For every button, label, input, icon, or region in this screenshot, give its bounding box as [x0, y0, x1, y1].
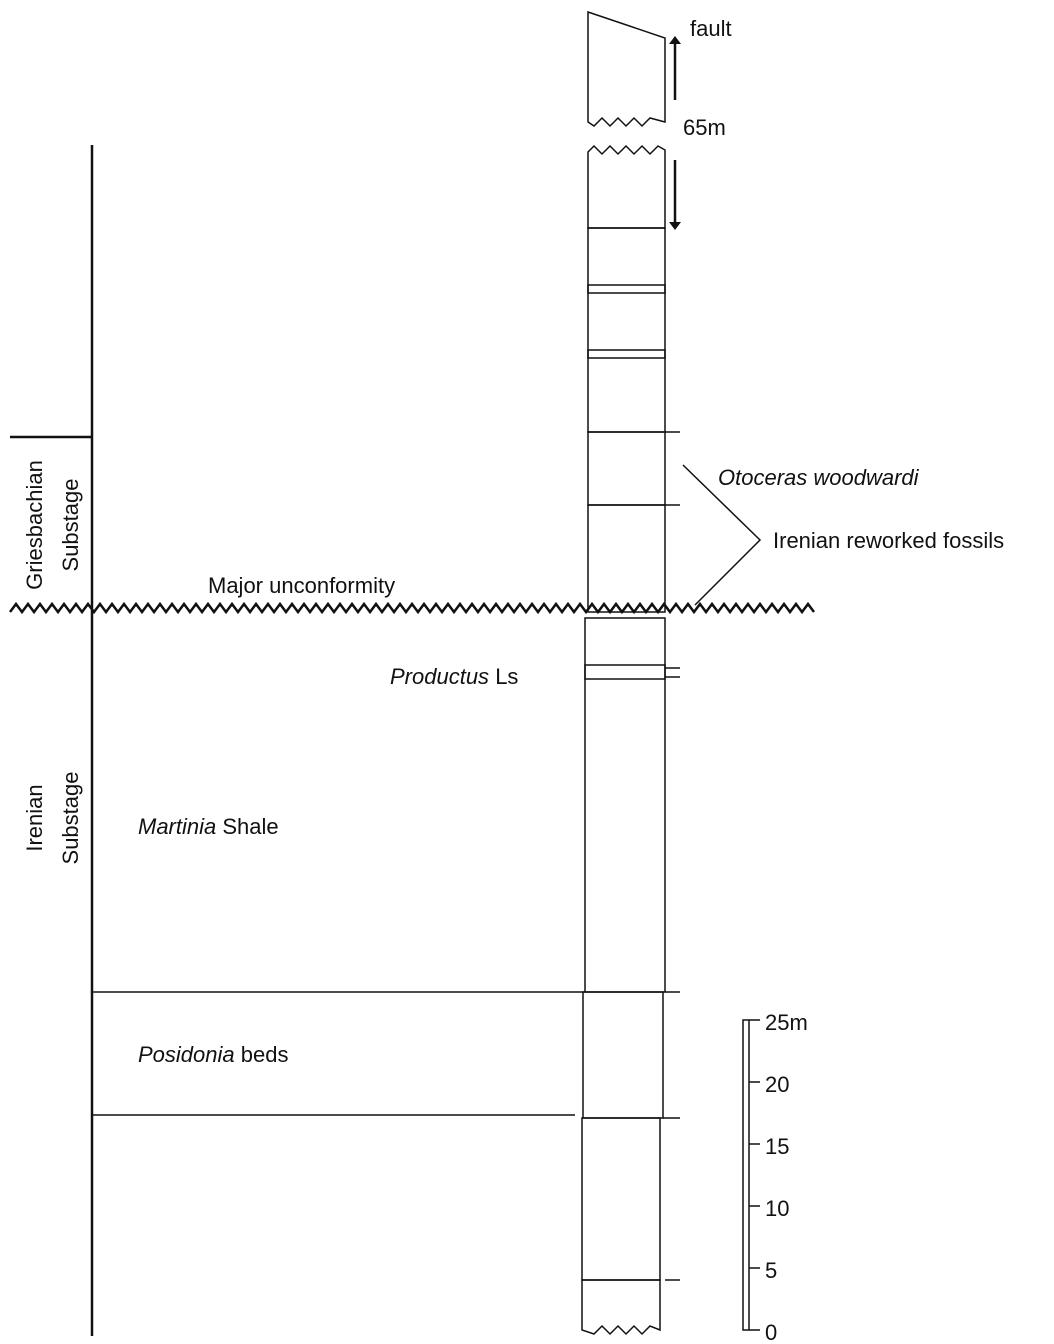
thickness-label: 65m	[683, 115, 726, 140]
scale-label: 20	[765, 1072, 789, 1097]
scale-label: 15	[765, 1134, 789, 1159]
formation-name: Martinia	[138, 814, 216, 839]
posidonia-label: Posidonia beds	[138, 1042, 288, 1067]
stratigraphic-column: fault 65m Griesbachian Substage Irenian …	[0, 0, 1054, 1344]
reworked-label: Irenian reworked fossils	[773, 528, 1004, 553]
irenian-label: Irenian	[22, 784, 47, 851]
substage-label: Substage	[58, 772, 83, 865]
scale-bar	[743, 1020, 760, 1330]
martinia-label: Martinia Shale	[138, 814, 279, 839]
formation-name: Productus	[390, 664, 489, 689]
formation-name: Posidonia	[138, 1042, 235, 1067]
fault-label: fault	[690, 16, 732, 41]
formation-rest: Shale	[222, 814, 278, 839]
productus-label: Productus Ls	[390, 664, 518, 689]
scale-label: 0	[765, 1320, 777, 1344]
formation-rest: Ls	[495, 664, 518, 689]
substage-label: Substage	[58, 479, 83, 572]
griesbachian-label: Griesbachian	[22, 460, 47, 590]
otoceras-label: Otoceras woodwardi	[718, 465, 920, 490]
column	[582, 12, 680, 1334]
unconformity-label: Major unconformity	[208, 573, 395, 598]
frame-lines	[10, 145, 814, 1336]
scale-label: 10	[765, 1196, 789, 1221]
formation-rest: beds	[241, 1042, 289, 1067]
fault-arrow	[669, 36, 681, 230]
scale-label: 25m	[765, 1010, 808, 1035]
scale-label: 5	[765, 1258, 777, 1283]
